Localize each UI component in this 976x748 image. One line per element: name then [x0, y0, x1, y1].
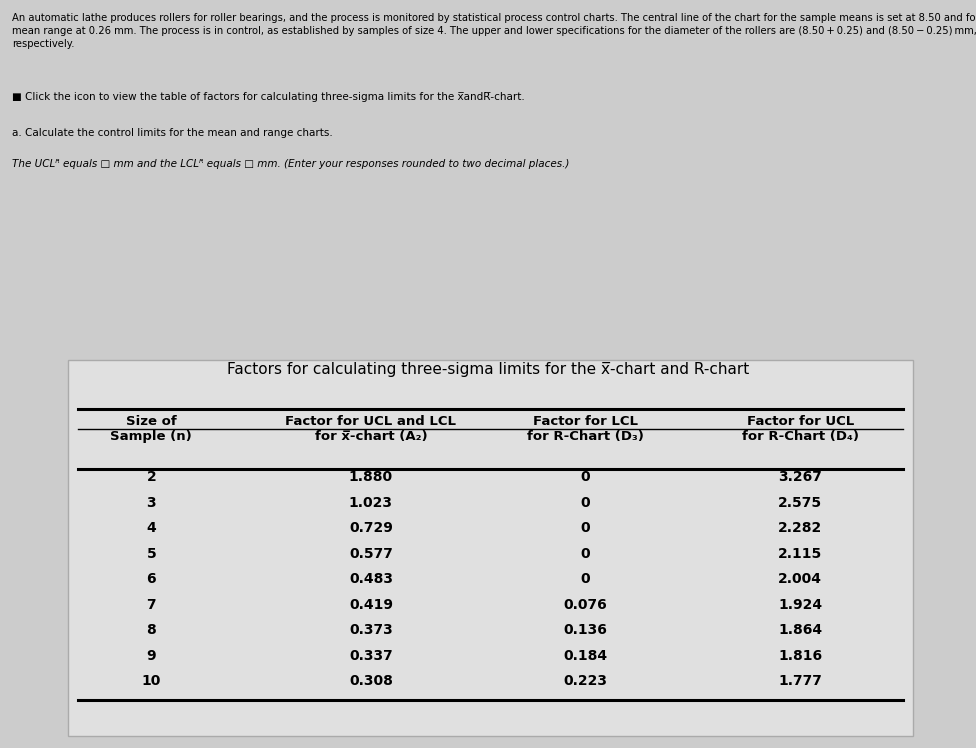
Text: 0.223: 0.223	[563, 674, 608, 688]
Text: 0: 0	[581, 547, 590, 561]
Text: 1.777: 1.777	[779, 674, 822, 688]
Text: 0.729: 0.729	[349, 521, 392, 536]
Text: a. Calculate the control limits for the mean and range charts.: a. Calculate the control limits for the …	[12, 129, 333, 138]
Text: ■ Click the icon to view the table of factors for calculating three-sigma limits: ■ Click the icon to view the table of fa…	[12, 92, 524, 102]
Text: Factor for UCL and LCL
for x̅-chart (A₂): Factor for UCL and LCL for x̅-chart (A₂)	[285, 415, 457, 443]
Text: 7: 7	[146, 598, 156, 612]
Text: 2.004: 2.004	[778, 572, 823, 586]
Text: 2.282: 2.282	[778, 521, 823, 536]
Text: An automatic lathe produces rollers for roller bearings, and the process is moni: An automatic lathe produces rollers for …	[12, 13, 976, 49]
Text: 0.184: 0.184	[563, 649, 608, 663]
Text: 10: 10	[142, 674, 161, 688]
Text: 3: 3	[146, 496, 156, 510]
Text: 6: 6	[146, 572, 156, 586]
Text: 1.924: 1.924	[778, 598, 823, 612]
Text: 0.483: 0.483	[348, 572, 393, 586]
Text: Factor for UCL
for R-Chart (D₄): Factor for UCL for R-Chart (D₄)	[742, 415, 859, 443]
Text: 2.115: 2.115	[778, 547, 823, 561]
Text: 1.816: 1.816	[778, 649, 823, 663]
Text: 0.136: 0.136	[564, 623, 607, 637]
Text: 0.577: 0.577	[349, 547, 392, 561]
Text: 1.023: 1.023	[348, 496, 393, 510]
Text: 0.308: 0.308	[349, 674, 392, 688]
Text: Size of
Sample (n): Size of Sample (n)	[110, 415, 192, 443]
Text: 4: 4	[146, 521, 156, 536]
Text: The UCLᴿ equals □ mm and the LCLᴿ equals □ mm. (Enter your responses rounded to : The UCLᴿ equals □ mm and the LCLᴿ equals…	[12, 159, 569, 170]
Text: 0: 0	[581, 521, 590, 536]
Text: 1.864: 1.864	[778, 623, 823, 637]
Text: 9: 9	[146, 649, 156, 663]
Text: 2.575: 2.575	[778, 496, 823, 510]
Text: 0.337: 0.337	[349, 649, 392, 663]
Text: 8: 8	[146, 623, 156, 637]
Text: Factors for calculating three-sigma limits for the x̅-chart and R-chart: Factors for calculating three-sigma limi…	[226, 362, 750, 377]
Text: 0.076: 0.076	[564, 598, 607, 612]
Text: 0.373: 0.373	[349, 623, 392, 637]
Text: 0: 0	[581, 470, 590, 485]
Text: 2: 2	[146, 470, 156, 485]
FancyBboxPatch shape	[68, 361, 913, 736]
Text: Factor for LCL
for R-Chart (D₃): Factor for LCL for R-Chart (D₃)	[527, 415, 644, 443]
Text: 5: 5	[146, 547, 156, 561]
Text: 3.267: 3.267	[779, 470, 822, 485]
Text: 0: 0	[581, 496, 590, 510]
Text: 1.880: 1.880	[348, 470, 393, 485]
Text: 0.419: 0.419	[348, 598, 393, 612]
Text: 0: 0	[581, 572, 590, 586]
